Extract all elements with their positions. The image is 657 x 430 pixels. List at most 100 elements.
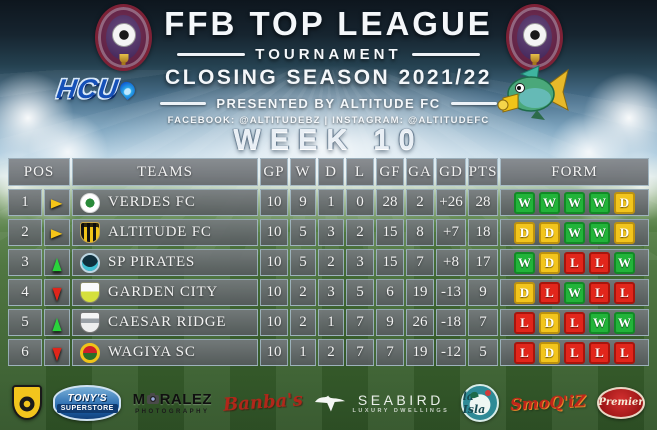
gd-value: +26: [436, 189, 466, 216]
column-header-ga: GA: [406, 158, 434, 186]
form-box: W: [539, 191, 560, 214]
gp-value: 10: [260, 279, 288, 306]
team-logo-altitude-icon: [80, 222, 100, 243]
team-logo-garden-city-icon: [80, 282, 100, 303]
sponsor-seabird: SEABIRD LUXURY DWELLINGS: [314, 392, 449, 414]
column-header-pts: PTS: [468, 158, 498, 186]
column-header-gf: GF: [376, 158, 404, 186]
season-label: CLOSING SEASON 2021/22: [165, 66, 492, 89]
column-header-pos: POS: [8, 158, 70, 186]
form-cell: D L W L L: [500, 279, 649, 306]
form-box: D: [614, 221, 635, 244]
trend-cell: [44, 279, 70, 306]
trend-right-icon: [51, 227, 63, 239]
column-header-d: D: [318, 158, 344, 186]
form-box: L: [564, 251, 585, 274]
team-cell: SP PIRATES: [72, 249, 258, 276]
premier-label: Premier: [598, 397, 644, 408]
team-logo-caesar-ridge-icon: [80, 312, 100, 333]
form-box: L: [514, 311, 535, 334]
form-box: D: [539, 251, 560, 274]
sponsor-smoqiz: SmoQ'iZ: [509, 391, 587, 414]
form-box: W: [564, 191, 585, 214]
w-value: 2: [290, 279, 316, 306]
ga-value: 2: [406, 189, 434, 216]
sponsor-moralez-photography: M RALEZ PHOTOGRAPHY: [133, 391, 213, 415]
social-handles-label: FACEBOOK: @ALTITUDEBZ | INSTAGRAM: @ALTI…: [167, 115, 490, 126]
d-value: 2: [318, 339, 344, 366]
trend-up-icon: [52, 254, 61, 271]
team-name: SP PIRATES: [108, 254, 196, 270]
sponsor-premier: Premier: [596, 386, 645, 419]
w-value: 5: [290, 219, 316, 246]
team-name: CAESAR RIDGE: [108, 314, 227, 330]
form-box: W: [589, 311, 610, 334]
divider-line: [411, 53, 480, 56]
w-value: 1: [290, 339, 316, 366]
trophy-icon: [530, 54, 539, 65]
column-header-gd: GD: [436, 158, 466, 186]
form-box: L: [614, 341, 635, 364]
l-value: 7: [346, 339, 374, 366]
d-value: 3: [318, 219, 344, 246]
form-box: D: [539, 341, 560, 364]
moralez-sub-label: PHOTOGRAPHY: [135, 408, 210, 415]
column-header-w: W: [290, 158, 316, 186]
position-value: 3: [8, 249, 42, 276]
presented-by-label: PRESENTED BY ALTITUDE FC: [216, 96, 441, 111]
gd-value: -12: [436, 339, 466, 366]
l-value: 2: [346, 219, 374, 246]
form-box: D: [514, 281, 535, 304]
team-cell: GARDEN CITY: [72, 279, 258, 306]
trend-down-icon: [52, 284, 61, 301]
form-box: W: [514, 251, 535, 274]
trend-cell: [44, 189, 70, 216]
pts-value: 7: [468, 309, 498, 336]
d-value: 2: [318, 249, 344, 276]
form-box: L: [564, 311, 585, 334]
seabird-sub-label: LUXURY DWELLINGS: [352, 407, 450, 414]
ga-value: 19: [406, 279, 434, 306]
gp-value: 10: [260, 249, 288, 276]
team-logo-wagiya-icon: [80, 342, 100, 363]
soccer-ball-icon: [522, 23, 547, 48]
column-header-form: FORM: [500, 158, 649, 186]
form-box: L: [564, 341, 585, 364]
pts-value: 17: [468, 249, 498, 276]
moralez-label-end: RALEZ: [159, 390, 213, 408]
form-box: W: [514, 191, 535, 214]
standings-table: POS TEAMS GP W D L GF GA GD PTS FORM 1 V…: [8, 158, 649, 366]
trend-cell: [44, 339, 70, 366]
tonys-label: TONY'S: [67, 392, 108, 404]
tonys-badge: TONY'S SUPERSTORE: [53, 384, 122, 421]
team-name: ALTITUDE FC: [108, 224, 212, 240]
seabird-label: SEABIRD: [357, 391, 444, 408]
pts-value: 18: [468, 219, 498, 246]
gf-value: 6: [376, 279, 404, 306]
form-box: W: [564, 281, 585, 304]
form-box: L: [589, 341, 610, 364]
trend-cell: [44, 249, 70, 276]
form-cell: W D L L W: [500, 249, 649, 276]
poster-title: FFB TOP LEAGUE: [164, 5, 493, 42]
gf-value: 28: [376, 189, 404, 216]
ga-value: 19: [406, 339, 434, 366]
team-cell: ALTITUDE FC: [72, 219, 258, 246]
divider-line: [450, 102, 497, 105]
poster-subtitle: TOURNAMENT: [255, 46, 402, 63]
sponsor-car-shield-logo: [12, 385, 42, 420]
league-crest-left-icon: [95, 4, 152, 71]
pts-value: 5: [468, 339, 498, 366]
ga-value: 8: [406, 219, 434, 246]
form-cell: L D L W W: [500, 309, 649, 336]
form-cell: W W W W D: [500, 189, 649, 216]
sponsor-tonys-superstore: TONY'S SUPERSTORE: [53, 384, 122, 421]
form-box: D: [539, 311, 560, 334]
gd-value: +7: [436, 219, 466, 246]
tonys-sub-label: SUPERSTORE: [56, 403, 118, 413]
smoqiz-label: SmoQ'iZ: [509, 391, 587, 414]
premier-badge: Premier: [596, 386, 645, 419]
form-box: L: [539, 281, 560, 304]
trophy-icon: [119, 54, 128, 65]
